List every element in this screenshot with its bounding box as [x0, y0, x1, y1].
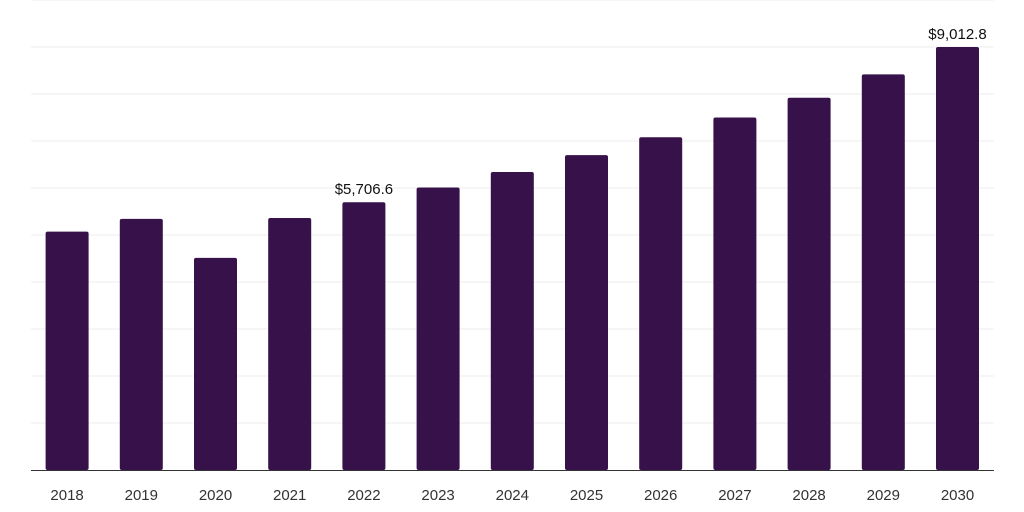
bar-2025 — [565, 155, 608, 470]
bar-2026 — [639, 137, 683, 470]
bar-2030 — [936, 47, 979, 470]
x-tick-labels: 2018 2019 2020 2021 2022 2023 2024 2025 2026 2027… — [50, 487, 974, 504]
bar-2020 — [194, 257, 237, 470]
x-tick-2018: 2018 — [50, 487, 83, 504]
x-tick-2027: 2027 — [718, 487, 751, 504]
data-label-2022: $5,706.6 — [335, 181, 393, 198]
x-tick-2029: 2029 — [867, 487, 900, 504]
data-label-2030: $9,012.8 — [928, 26, 986, 43]
x-tick-2020: 2020 — [199, 487, 232, 504]
x-tick-2030: 2030 — [941, 487, 974, 504]
bar-2019 — [119, 218, 163, 470]
x-tick-2019: 2019 — [125, 487, 158, 504]
x-tick-2021: 2021 — [273, 487, 306, 504]
x-tick-2023: 2023 — [421, 487, 454, 504]
x-tick-2022: 2022 — [347, 487, 380, 504]
bar-2024 — [490, 172, 534, 470]
bar-2022 — [342, 202, 386, 470]
bar-2023 — [416, 187, 460, 470]
bar-2029 — [861, 74, 905, 471]
bar-2021 — [268, 218, 312, 470]
x-tick-2024: 2024 — [496, 487, 529, 504]
bar-2028 — [787, 97, 831, 471]
bar-2018 — [45, 231, 89, 470]
x-tick-2025: 2025 — [570, 487, 603, 504]
x-tick-2028: 2028 — [792, 487, 825, 504]
bar-2027 — [713, 117, 757, 470]
bars — [45, 47, 979, 471]
data-labels: $5,706.6 $9,012.8 — [335, 26, 987, 198]
x-tick-2026: 2026 — [644, 487, 677, 504]
